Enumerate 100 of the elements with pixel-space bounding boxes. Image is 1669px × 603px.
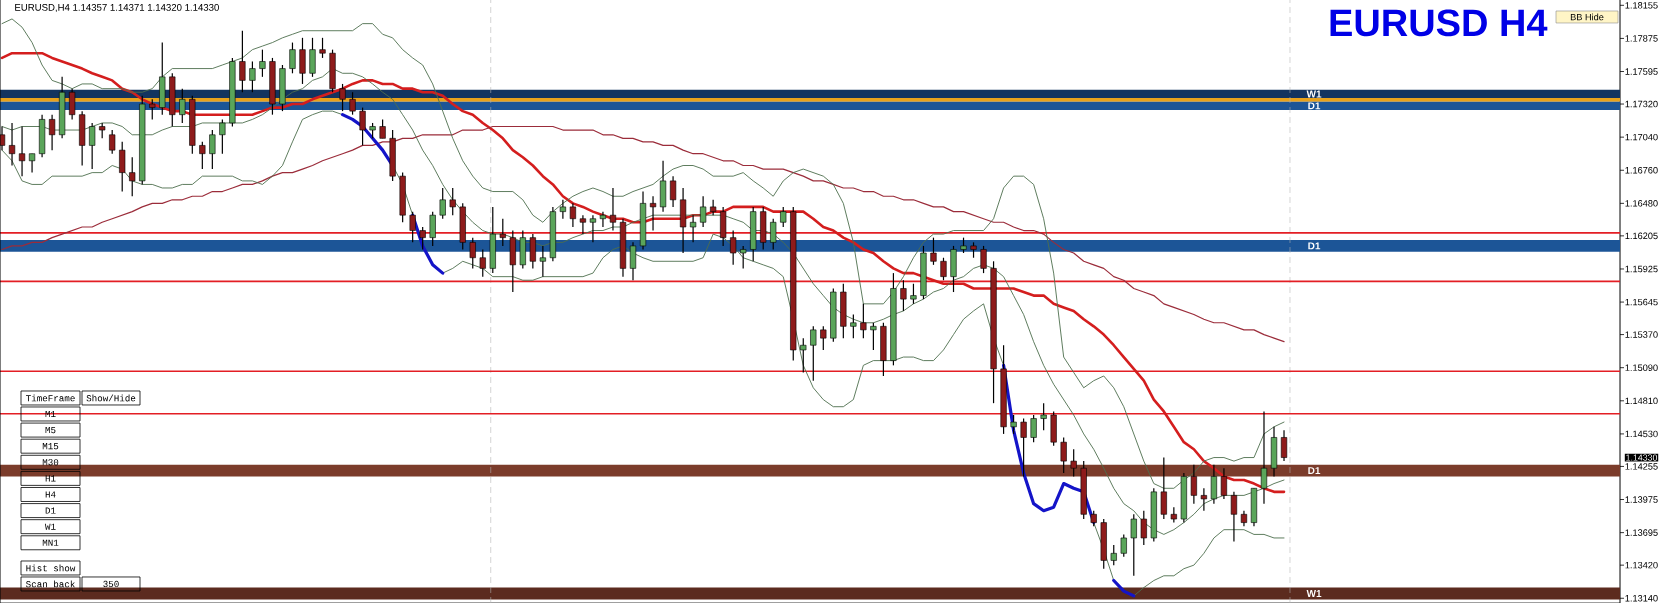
candlestick <box>469 237 476 269</box>
y-tick-label: 1.14530 <box>1625 430 1658 438</box>
candlestick <box>649 195 657 232</box>
candlestick <box>740 245 747 269</box>
candlestick <box>149 98 156 121</box>
candlestick <box>18 125 26 177</box>
candlestick <box>89 122 96 170</box>
text: BB Hide <box>1570 13 1604 21</box>
candlestick <box>1190 464 1197 505</box>
candlestick <box>730 229 737 266</box>
band-label: D1 <box>1308 467 1321 474</box>
candlestick <box>28 153 36 174</box>
candlestick <box>1020 417 1027 478</box>
annotation: H1 <box>45 475 56 482</box>
y-tick-label: 1.17875 <box>1625 35 1658 42</box>
y-tick-label: 1.15925 <box>1625 265 1658 273</box>
band-label: D1 <box>1308 102 1321 110</box>
y-tick-label: 1.13975 <box>1625 496 1658 503</box>
candlestick <box>1200 487 1207 512</box>
annotation: W1 <box>44 523 56 530</box>
text: EURUSD H4 <box>1330 9 1548 37</box>
candlestick <box>860 303 867 339</box>
candlestick <box>1120 533 1127 558</box>
candlestick <box>289 41 296 74</box>
candlestick <box>1010 414 1017 435</box>
candlestick <box>299 37 306 85</box>
candlestick <box>1070 448 1077 478</box>
chart-subtitle: EURUSD,H4 1.14357 1.14371 1.14320 1.14330 <box>15 4 219 12</box>
candlestick <box>1110 544 1117 566</box>
candlestick <box>710 199 717 216</box>
candlestick <box>700 195 707 228</box>
y-tick-label: 1.14810 <box>1625 397 1658 405</box>
candlestick <box>669 175 677 208</box>
candlestick <box>1260 410 1268 505</box>
candlestick <box>339 83 346 112</box>
band-label: W1 <box>1306 90 1322 98</box>
candlestick <box>910 283 917 305</box>
y-tick-label: 1.13695 <box>1625 529 1658 536</box>
candlestick <box>529 233 536 269</box>
annotation: TimeFrame <box>26 394 75 402</box>
candlestick <box>259 49 266 78</box>
candlestick <box>119 141 126 193</box>
y-tick-label: 1.13420 <box>1625 561 1658 569</box>
candlestick <box>539 245 546 278</box>
candlestick <box>499 218 506 247</box>
text: 1.14330 <box>1626 454 1658 461</box>
annotation: MN1 <box>42 539 59 546</box>
candlestick <box>239 30 246 93</box>
candlestick <box>900 279 907 312</box>
candlestick <box>930 237 937 266</box>
candlestick <box>429 211 436 247</box>
candlestick <box>559 199 566 220</box>
candlestick <box>209 129 216 170</box>
y-tick-label: 1.15645 <box>1625 298 1658 306</box>
candlestick <box>1170 506 1177 524</box>
y-tick-label: 1.16480 <box>1625 200 1658 207</box>
annotation: Hist show <box>26 564 76 572</box>
candlestick <box>689 214 697 243</box>
candlestick <box>129 156 136 197</box>
candlestick <box>940 257 947 281</box>
candlestick <box>1130 513 1137 577</box>
y-tick-label: 1.17320 <box>1625 100 1658 108</box>
candlestick <box>419 226 426 251</box>
candlestick <box>599 211 607 228</box>
annotation: 350 <box>103 580 119 588</box>
candlestick <box>179 88 186 124</box>
annotation: Show/Hide <box>86 394 136 402</box>
candlestick <box>1210 464 1218 505</box>
candlestick <box>1160 456 1167 520</box>
y-tick-label: 1.17040 <box>1625 133 1658 141</box>
candlestick <box>1030 414 1037 443</box>
candlestick <box>820 325 827 351</box>
candlestick <box>589 214 597 243</box>
candlestick <box>1140 510 1147 546</box>
band-label: W1 <box>1306 590 1322 597</box>
candlestick <box>69 88 76 121</box>
y-tick-label: 1.13140 <box>1625 594 1658 602</box>
candlestick <box>1060 436 1067 474</box>
annotation: H4 <box>45 491 56 498</box>
candlestick <box>109 129 116 155</box>
candlestick <box>770 218 777 251</box>
candlestick <box>479 248 486 278</box>
candlestick <box>1280 429 1288 462</box>
candlestick <box>569 202 577 228</box>
annotation: D1 <box>45 507 56 514</box>
candlestick <box>309 37 316 78</box>
candlestick <box>409 211 416 243</box>
candlestick <box>379 118 386 139</box>
candlestick <box>579 214 587 235</box>
candlestick <box>349 91 356 116</box>
candlestick <box>219 118 226 155</box>
candlestick <box>609 187 617 232</box>
y-tick-label: 1.17595 <box>1625 68 1658 75</box>
annotation: Scan back <box>26 580 75 588</box>
annotation: M15 <box>42 443 59 450</box>
candlestick <box>449 187 456 216</box>
y-tick-label: 1.16760 <box>1625 166 1658 174</box>
candlestick <box>810 325 817 382</box>
y-tick-label: 1.14255 <box>1625 463 1658 470</box>
candlestick <box>1230 491 1238 543</box>
